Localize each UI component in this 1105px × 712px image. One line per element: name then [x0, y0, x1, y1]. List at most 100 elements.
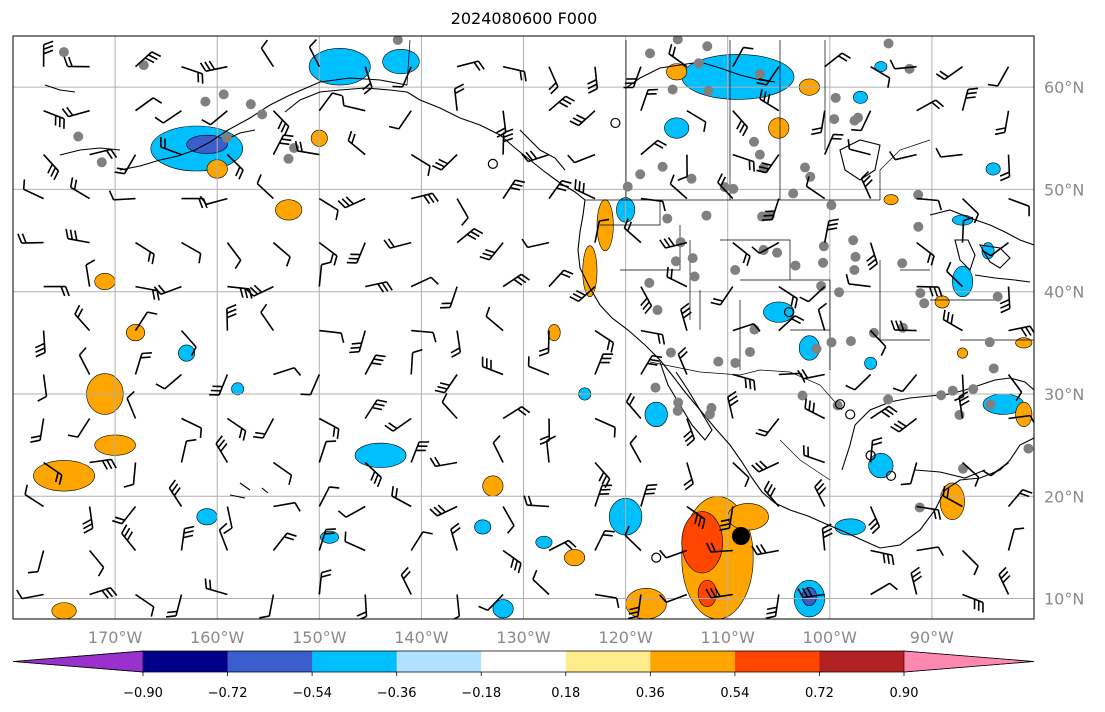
shaded-region — [681, 511, 723, 574]
wind-barb — [802, 445, 825, 464]
wind-barb — [594, 417, 616, 438]
wind-barb — [961, 549, 979, 576]
station-dot — [650, 382, 661, 393]
wind-barb — [318, 486, 340, 507]
wind-barb — [74, 304, 91, 332]
station-dot — [919, 298, 930, 309]
wind-barb — [727, 390, 739, 419]
wind-barb — [411, 192, 439, 205]
wind-barb — [870, 66, 891, 88]
station-dot — [96, 157, 107, 168]
station-dot — [730, 357, 741, 368]
wind-barb — [1007, 527, 1025, 551]
wind-barb — [845, 373, 872, 391]
station-ring — [610, 117, 621, 129]
wind-barb — [341, 95, 366, 112]
colorbar-tick-label: 0.72 — [805, 686, 834, 701]
wind-barb — [272, 532, 297, 551]
wind-barb — [108, 190, 136, 201]
wind-barb — [135, 285, 160, 301]
shaded-region — [763, 301, 795, 323]
wind-barb — [273, 366, 302, 376]
shaded-region — [33, 460, 95, 492]
shaded-region — [1015, 337, 1033, 349]
wind-barb — [851, 110, 872, 132]
station-dot — [988, 363, 999, 374]
station-dot — [913, 189, 924, 200]
wind-barb — [640, 197, 666, 212]
wind-barb — [318, 528, 336, 551]
shaded-region — [666, 63, 688, 81]
wind-barb — [112, 506, 137, 525]
wind-barb — [43, 285, 70, 297]
station-dot — [818, 241, 829, 252]
shaded-region — [664, 117, 690, 139]
wind-barb — [272, 134, 294, 155]
shaded-region — [474, 519, 492, 535]
wind-barb — [935, 147, 963, 158]
wind-barb — [821, 523, 833, 551]
wind-barb — [318, 261, 332, 287]
wind-barb — [69, 177, 91, 200]
station-dot — [883, 38, 894, 49]
wind-barb — [945, 261, 964, 288]
wind-barb — [166, 594, 183, 618]
wind-barb — [365, 281, 393, 293]
wind-barb — [538, 330, 550, 357]
wind-barb — [16, 589, 44, 600]
shaded-region — [727, 503, 769, 531]
station-dot — [829, 114, 840, 125]
wind-barb — [762, 198, 780, 221]
shaded-region — [985, 162, 1001, 176]
wind-barb — [42, 40, 54, 67]
wind-barb — [668, 43, 688, 68]
wind-barb — [134, 311, 158, 332]
lon-tick-label: 100°W — [803, 628, 858, 647]
wind-barb — [181, 241, 202, 264]
wind-barb — [260, 303, 275, 332]
colorbar-tick-label: 0.54 — [720, 686, 749, 701]
wind-barb — [890, 320, 917, 332]
wind-barb — [548, 179, 572, 200]
wind-barb — [168, 479, 183, 507]
wind-barb — [624, 525, 642, 552]
wind-barb — [388, 110, 412, 130]
wind-barb — [686, 110, 707, 132]
wind-barb — [481, 356, 504, 376]
station-dot — [788, 188, 799, 199]
lon-tick-label: 150°W — [292, 628, 347, 647]
wind-barb — [43, 461, 63, 485]
wind-barb — [961, 216, 974, 243]
wind-barb — [1007, 488, 1033, 508]
shaded-region — [382, 48, 420, 75]
wind-barb — [383, 238, 412, 249]
wind-barb — [392, 66, 412, 88]
colorbar-tick-label: −0.54 — [292, 686, 332, 701]
latitude-labels: 60°N 50°N 40°N 30°N 20°N 10°N — [1044, 78, 1084, 608]
station-dot — [703, 85, 714, 96]
wind-barb — [958, 391, 970, 419]
wind-barb — [1007, 374, 1023, 402]
shaded-region — [868, 453, 894, 479]
wind-barb — [89, 458, 117, 470]
wind-barb — [719, 506, 734, 531]
wind-barb — [410, 348, 423, 375]
colorbar-tick-label: 0.90 — [890, 686, 919, 701]
wind-barb — [732, 153, 755, 172]
wind-barb — [337, 505, 366, 518]
station-dot — [138, 60, 149, 71]
lat-tick-label: 50°N — [1044, 180, 1084, 199]
wind-barb — [273, 501, 301, 512]
wind-barb — [962, 593, 984, 613]
wind-barb — [527, 356, 550, 376]
wind-barb — [1008, 197, 1030, 217]
wind-barb — [732, 110, 749, 137]
wind-barb — [502, 273, 530, 288]
wind-barb — [226, 154, 244, 180]
station-dot — [652, 305, 663, 316]
shaded-region — [492, 599, 514, 619]
station-dot — [635, 169, 646, 180]
station-dot — [644, 277, 655, 288]
wind-barb — [65, 228, 90, 244]
wind-barb — [121, 524, 137, 552]
